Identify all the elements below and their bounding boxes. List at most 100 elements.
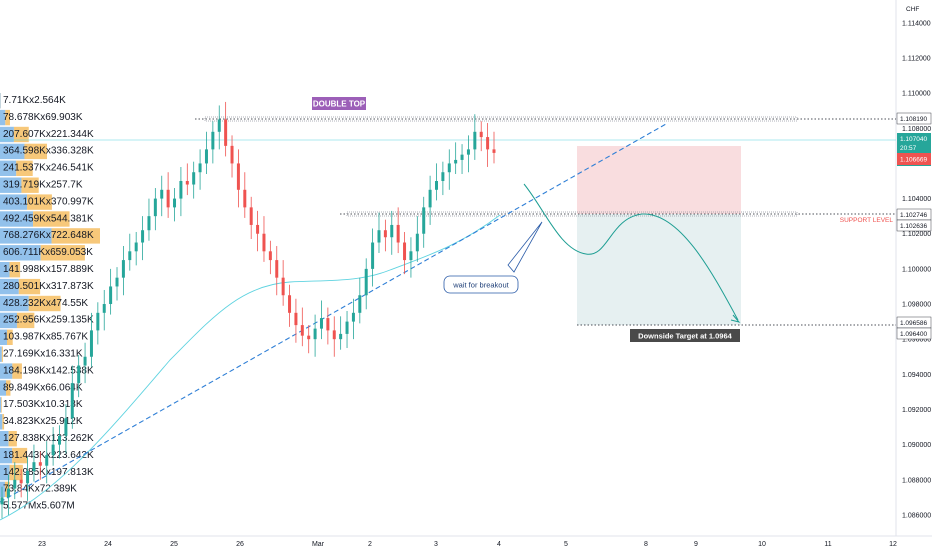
time-axis[interactable]: 23 24 25 26 Mar 2 3 4 5 8 9 10 11 12 [38, 541, 897, 548]
support-band [346, 211, 798, 217]
vp-sell-bar [12, 447, 28, 464]
candle-body [198, 163, 202, 173]
candle-body [89, 330, 93, 357]
y-tick-label: 1.114000 [902, 20, 931, 27]
candle-body [307, 335, 311, 340]
candle-body [32, 462, 36, 471]
candle-body [192, 172, 196, 185]
candle-body [249, 207, 253, 225]
vp-sell-bar [51, 228, 100, 244]
candle-body [371, 242, 375, 269]
y-tick-label: 1.090000 [902, 442, 931, 449]
vp-buy-bar [0, 93, 1, 109]
candle-body [428, 189, 432, 208]
price-axis[interactable]: CHF 1.114000 1.112000 1.110000 1.108000 1.10… [902, 6, 931, 519]
candle-body [415, 233, 419, 252]
y-tick-label: 1.112000 [902, 55, 931, 62]
currency-label: CHF [906, 6, 919, 13]
current-price-tag: 1.107040 [900, 136, 927, 143]
y-tick-label: 1.092000 [902, 407, 931, 414]
vp-row-label: 89.849Kx66.064K [3, 382, 83, 393]
vp-buy-bar [0, 177, 22, 193]
candle-body [141, 230, 145, 243]
vp-row-label: 27.169Kx16.331K [3, 349, 83, 360]
vp-buy-bar [0, 447, 13, 464]
candle-body [173, 198, 177, 208]
vp-sell-bar [6, 329, 13, 345]
vp-sell-bar [13, 126, 29, 143]
resistance-band [204, 116, 798, 122]
candle-body [224, 119, 228, 146]
x-tick-label: 24 [104, 541, 112, 548]
candle-body [390, 224, 394, 238]
vp-buy-bar [0, 329, 7, 345]
vp-buy-bar [0, 431, 9, 447]
vp-row-label: 7.71Kx2.564K [3, 95, 66, 106]
vp-row-label: 181.443Kx223.642K [3, 450, 94, 461]
vp-buy-bar [0, 160, 17, 176]
price-tags: 1.108190 1.107040 20:57 1.106669 1.10274… [896, 112, 932, 340]
vp-buy-bar [0, 414, 3, 430]
vp-buy-bar [0, 481, 5, 498]
candle-body [160, 189, 164, 199]
double-top-label-group: DOUBLE TOP [312, 97, 366, 110]
y-tick-label: 1.094000 [902, 372, 931, 379]
vp-buy-bar [0, 211, 34, 227]
candle-body [268, 251, 272, 261]
wait-callout: wait for breakout [443, 275, 519, 294]
support-lower-tag-bg [896, 219, 932, 232]
x-tick-label: 10 [758, 541, 766, 548]
candle-body [0, 497, 4, 505]
candle-body [134, 242, 138, 252]
candle-body [153, 198, 157, 217]
x-tick-label: 9 [694, 541, 698, 548]
candle-body [492, 149, 496, 153]
vp-buy-bar [0, 278, 19, 295]
target-upper-tag: 1.096586 [900, 320, 927, 327]
projected-path-arrowhead [730, 314, 741, 323]
x-tick-label: 23 [38, 541, 46, 548]
x-tick-label: 11 [824, 541, 831, 548]
candle-body [70, 383, 74, 419]
candle-body [319, 318, 323, 329]
candle-body [243, 189, 247, 208]
x-tick-label: 25 [170, 541, 178, 548]
candle-body [473, 131, 477, 150]
candle-body [434, 181, 438, 190]
target-lower-tag: 1.096400 [900, 331, 927, 338]
candle-body [403, 242, 407, 261]
y-tick-label: 1.110000 [902, 91, 931, 98]
y-tick-label: 1.102000 [902, 231, 931, 238]
vp-buy-bar [0, 464, 10, 481]
vp-row-label: 127.838Kx123.262K [3, 433, 94, 444]
candle-body [454, 159, 458, 164]
vp-sell-bar [1, 397, 2, 413]
countdown-tag: 20:57 [900, 145, 917, 152]
vp-buy-bar [0, 262, 10, 278]
candle-body [262, 233, 266, 252]
resistance-price-tag: 1.108190 [900, 116, 927, 123]
wait-callout-box [443, 275, 519, 294]
candle-body [211, 131, 215, 150]
vp-row-label: 428.232Kx474.55K [3, 298, 88, 309]
take-profit-zone [577, 214, 741, 325]
candle-body [377, 230, 381, 243]
vp-sell-bar [27, 194, 52, 210]
vp-sell-bar [21, 177, 39, 193]
last-red-tag: 1.106669 [900, 157, 927, 164]
x-tick-label: 12 [889, 541, 897, 548]
candle-body [236, 163, 240, 190]
y-tick-label: 1.086000 [902, 512, 931, 519]
vp-buy-bar [0, 194, 28, 210]
wait-for-breakout-label: wait for breakout [452, 281, 509, 290]
candle-body [275, 260, 279, 278]
vp-sell-bar [5, 109, 10, 126]
candle-body [115, 277, 119, 287]
candle-body [486, 137, 490, 150]
vp-row-label: 17.503Kx10.313K [3, 399, 83, 410]
target-lower-tag-bg [896, 327, 932, 340]
candle-body [58, 435, 62, 445]
candle-body [102, 304, 106, 313]
x-tick-label: 8 [644, 541, 648, 548]
